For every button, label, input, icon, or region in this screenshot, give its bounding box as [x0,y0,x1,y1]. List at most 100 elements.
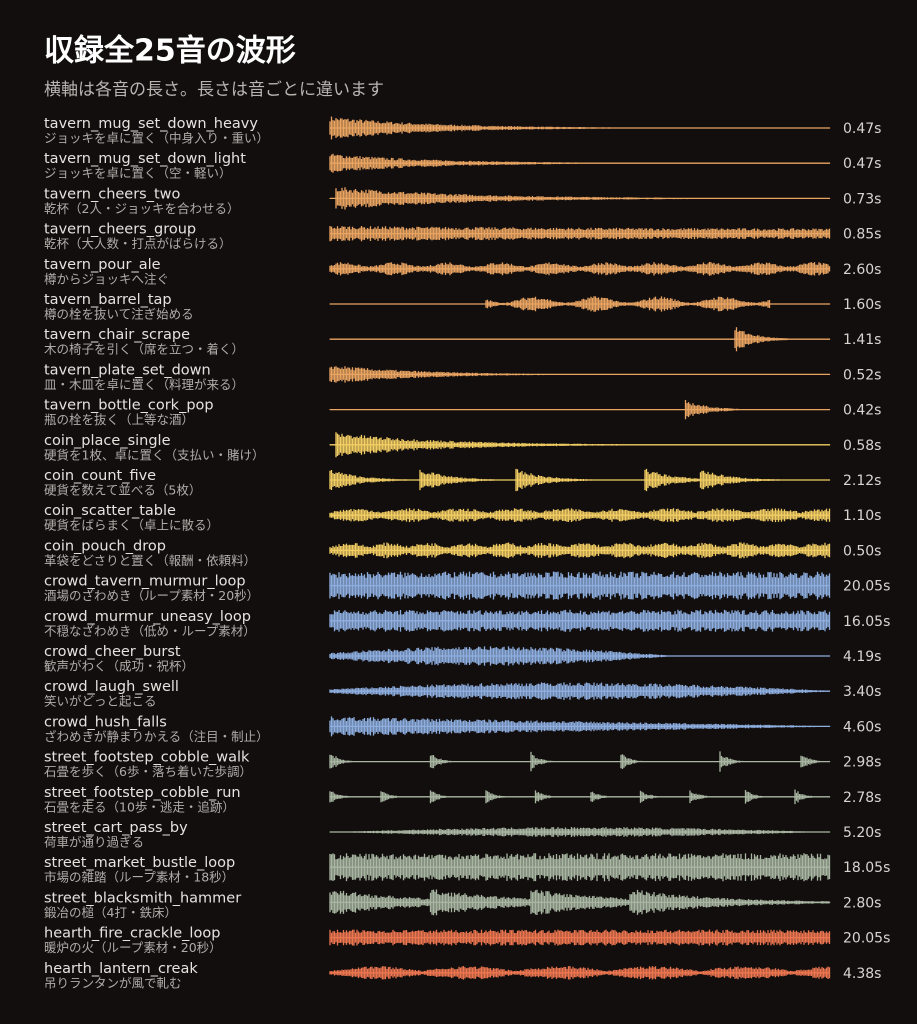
duration-label: 20.05s [843,931,890,947]
sound-description: 硬貨を数えて並べる（5枚） [44,483,201,498]
sound-name: hearth_fire_crackle_loop [44,926,220,942]
waveform [329,853,831,882]
duration-label: 0.47s [843,156,881,172]
duration-label: 1.60s [843,297,881,313]
waveform [329,153,831,173]
sound-name: coin_count_five [44,468,156,484]
sound-name: street_market_bustle_loop [44,855,235,871]
waveform [329,682,831,700]
sound-description: 乾杯（2人・ジョッキを合わせる） [44,201,239,216]
sound-name: street_cart_pass_by [44,820,188,836]
waveform [329,508,831,523]
duration-label: 0.50s [843,543,881,559]
sound-description: ジョッキを卓に置く（空・軽い） [44,166,232,181]
sound-name: street_blacksmith_hammer [44,890,241,906]
duration-label: 0.47s [843,121,881,137]
waveform [329,432,831,458]
sound-description: 石畳を走る（10歩・逃走・追跡） [44,799,235,814]
sound-name: tavern_pour_ale [44,257,161,273]
waveform [329,261,831,276]
sound-description: 鍛冶の槌（4打・鉄床） [44,905,177,920]
duration-label: 3.40s [843,684,881,700]
duration-label: 2.12s [843,473,881,489]
duration-label: 18.05s [843,860,890,876]
sound-name: crowd_hush_falls [44,714,167,730]
sound-name: tavern_chair_scrape [44,327,190,343]
sound-description: 革袋をどさりと置く（報酬・依頼料） [44,553,256,568]
waveform [329,327,831,352]
sound-name: crowd_laugh_swell [44,679,179,695]
sound-name: tavern_plate_set_down [44,362,211,378]
sound-description: 皿・木皿を卓に置く（料理が来る） [44,377,244,392]
sound-description: 吊りランタンが風で軋む [44,975,182,990]
waveform [329,468,831,492]
waveform [329,542,831,559]
chart-title: 収録全25音の波形 [44,34,296,69]
waveform [329,827,831,837]
sound-name: coin_pouch_drop [44,538,166,554]
sound-description: 硬貨を1枚、卓に置く（支払い・賭け） [44,447,264,462]
sound-description: 荷車が通り過ぎる [44,835,144,850]
sound-name: tavern_bottle_cork_pop [44,398,214,414]
duration-label: 4.38s [843,966,881,982]
sound-name: tavern_mug_set_down_light [44,151,246,167]
sound-name: crowd_murmur_uneasy_loop [44,609,251,625]
sound-description: 樽の栓を抜いて注ぎ始める [44,307,194,322]
duration-label: 16.05s [843,614,890,630]
waveform [329,889,831,916]
duration-label: 20.05s [843,579,890,595]
waveform [329,366,831,383]
sound-name: tavern_cheers_group [44,222,196,238]
sound-name: crowd_tavern_murmur_loop [44,574,246,590]
sound-name: coin_place_single [44,433,171,449]
duration-label: 2.80s [843,895,881,911]
duration-label: 1.10s [843,508,881,524]
sound-description: ざわめきが静まりかえる（注目・制止） [44,729,269,744]
duration-label: 1.41s [843,332,881,348]
duration-label: 5.20s [843,825,881,841]
waveform [329,966,831,980]
sound-description: 木の椅子を引く（席を立つ・着く） [44,342,244,357]
sound-name: hearth_lantern_creak [44,961,198,977]
duration-label: 2.60s [843,262,881,278]
duration-label: 0.73s [843,191,881,207]
sound-name: tavern_cheers_two [44,186,181,202]
sound-description: 瓶の栓を抜く（上等な酒） [44,412,194,427]
sound-description: 石畳を歩く（6歩・落ち着いた歩調） [44,764,252,779]
sound-name: coin_scatter_table [44,503,176,519]
waveform [329,716,831,737]
duration-label: 0.42s [843,403,881,419]
sound-description: 樽からジョッキへ注ぐ [44,271,169,286]
sound-description: 酒場のざわめき（ループ素材・20秒） [44,588,259,603]
waveform [329,226,831,242]
waveform [329,789,831,805]
sound-description: 笑いがどっと起こる [44,694,157,709]
waveform [329,296,831,312]
sound-description: 硬貨をばらまく（卓上に散る） [44,518,219,533]
sound-name: street_footstep_cobble_walk [44,750,250,766]
duration-label: 4.60s [843,719,881,735]
waveform [329,116,831,140]
waveform [329,609,831,632]
sound-name: street_footstep_cobble_run [44,785,241,801]
duration-label: 4.19s [843,649,881,665]
duration-label: 0.52s [843,367,881,383]
duration-label: 2.78s [843,790,881,806]
waveform [329,187,831,210]
sound-description: 乾杯（大人数・打点がばらける） [44,236,232,251]
duration-label: 0.58s [843,438,881,454]
chart-subtitle: 横軸は各音の長さ。長さは音ごとに違います [44,80,384,100]
sound-description: 市場の雑踏（ループ素材・18秒） [44,870,234,885]
duration-label: 0.85s [843,227,881,243]
waveform [329,400,831,420]
waveform [329,571,831,600]
sound-name: crowd_cheer_burst [44,644,181,660]
waveform [329,751,831,772]
sound-description: ジョッキを卓に置く（中身入り・重い） [44,131,269,146]
sound-name: tavern_mug_set_down_heavy [44,116,258,132]
sound-description: 歓声がわく（成功・祝杯） [44,659,194,674]
sound-name: tavern_barrel_tap [44,292,172,308]
duration-label: 2.98s [843,755,881,771]
sound-description: 暖炉の火（ループ素材・20秒） [44,940,222,955]
